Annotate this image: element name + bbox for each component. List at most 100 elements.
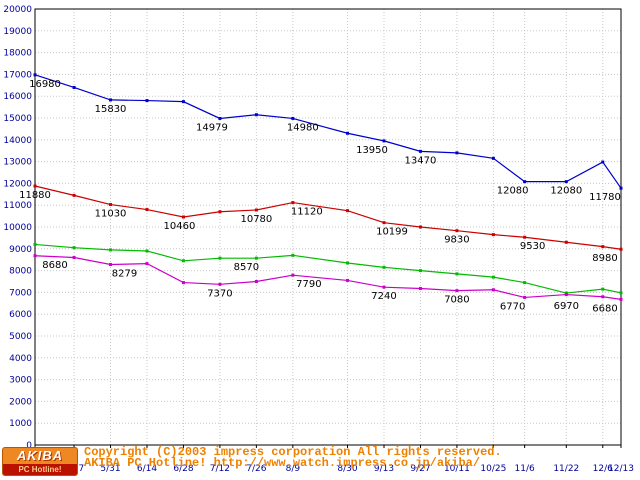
data-point-blue (291, 116, 295, 120)
x-axis-tick-label: 6/28 (173, 464, 193, 474)
data-point-blue (601, 160, 605, 164)
data-point-magenta (491, 288, 495, 292)
y-axis-tick-label: 9000 (9, 245, 32, 255)
data-point-magenta (218, 282, 222, 286)
point-value-label-red: 10460 (164, 221, 196, 232)
data-point-red (291, 201, 295, 205)
y-axis-tick-label: 20000 (3, 5, 32, 15)
data-point-green (382, 265, 386, 269)
data-point-magenta (109, 263, 113, 267)
point-value-label-red: 9830 (444, 235, 469, 246)
data-point-red (72, 193, 76, 197)
point-value-label-blue: 15830 (95, 104, 127, 115)
data-point-red (619, 247, 623, 251)
data-point-red (601, 245, 605, 249)
data-point-magenta (601, 295, 605, 299)
data-point-red (346, 209, 350, 213)
point-value-label-red: 10199 (376, 227, 408, 238)
x-axis-tick-label: 12/6 (593, 464, 613, 474)
y-axis-tick-label: 15000 (3, 114, 32, 124)
data-point-magenta (382, 285, 386, 289)
point-value-label-blue: 11780 (589, 192, 621, 203)
data-point-blue (523, 180, 527, 184)
point-value-label-blue: 12080 (550, 186, 582, 197)
x-axis-tick-label: 8/9 (286, 464, 301, 474)
data-point-magenta (418, 286, 422, 290)
data-point-blue (254, 113, 258, 117)
logo-title: AKIBA (16, 448, 64, 463)
data-point-blue (145, 99, 149, 103)
data-point-blue (455, 151, 459, 155)
data-point-red (418, 225, 422, 229)
data-point-green (181, 259, 185, 263)
data-point-magenta (181, 281, 185, 285)
y-axis-tick-label: 4000 (9, 354, 32, 364)
point-value-label-red: 11030 (95, 209, 127, 220)
series-line-blue (34, 74, 622, 189)
data-point-green (291, 253, 295, 257)
y-axis-tick-label: 16000 (3, 92, 32, 102)
data-point-green (254, 256, 258, 260)
x-axis-tick-label: 7/12 (210, 464, 230, 474)
data-point-red (109, 203, 113, 207)
data-point-blue (346, 131, 350, 135)
point-value-label-blue: 12080 (497, 186, 529, 197)
y-axis-tick-label: 7000 (9, 288, 32, 298)
point-value-label-red: 11880 (19, 190, 51, 201)
data-point-green (564, 291, 568, 295)
x-axis-tick-label: 5/31 (100, 464, 120, 474)
y-axis-tick-label: 11000 (3, 201, 32, 211)
y-axis-tick-label: 14000 (3, 136, 32, 146)
y-axis-tick-label: 19000 (3, 27, 32, 37)
data-point-magenta (72, 256, 76, 260)
data-point-red (33, 184, 37, 188)
y-axis-tick-label: 18000 (3, 49, 32, 59)
y-axis-tick-label: 13000 (3, 158, 32, 168)
point-value-label-blue: 13950 (356, 145, 388, 156)
copyright-text: Copyright (C)2003 impress corporation Al… (84, 445, 502, 459)
data-point-green (455, 272, 459, 276)
akiba-pc-hotline-logo[interactable]: AKIBA PC Hotline! (2, 447, 78, 476)
data-point-red (218, 210, 222, 214)
data-point-green (619, 291, 623, 295)
y-axis-tick-label: 3000 (9, 376, 32, 386)
x-axis-tick-label: 10/11 (444, 464, 470, 474)
data-point-red (254, 208, 258, 212)
plot-border (34, 8, 622, 446)
x-axis-tick-label: 8/30 (337, 464, 357, 474)
y-axis-tick-label: 10000 (3, 223, 32, 233)
point-value-label-red: 8980 (592, 253, 617, 264)
data-point-green (145, 249, 149, 253)
data-point-green (33, 242, 37, 246)
point-value-label-green: 8570 (234, 262, 259, 273)
point-value-label-blue: 14980 (287, 122, 319, 133)
data-point-magenta (619, 297, 623, 301)
data-point-green (523, 281, 527, 285)
data-point-blue (619, 186, 623, 190)
y-axis-tick-label: 17000 (3, 70, 32, 80)
data-point-red (455, 229, 459, 233)
x-axis-tick-label: 11/6 (515, 464, 535, 474)
data-point-magenta (346, 278, 350, 282)
data-point-blue (218, 116, 222, 120)
point-value-label-magenta: 6680 (592, 303, 617, 314)
credits: Copyright (C)2003 impress corporation Al… (84, 445, 502, 469)
data-point-green (601, 287, 605, 291)
y-axis-tick-label: 6000 (9, 310, 32, 320)
footer: AKIBA PC Hotline! Copyright (C)2003 impr… (0, 446, 640, 480)
y-axis-tick-label: 1000 (9, 419, 32, 429)
x-axis-tick-label: 9/27 (410, 464, 430, 474)
y-axis-tick-label: 2000 (9, 397, 32, 407)
point-value-label-blue: 16980 (29, 79, 61, 90)
y-axis-tick-label: 8000 (9, 267, 32, 277)
data-point-blue (564, 180, 568, 184)
point-value-label-magenta: 8279 (112, 269, 137, 280)
point-value-label-red: 9530 (520, 241, 545, 252)
data-point-magenta (33, 254, 37, 258)
data-point-red (491, 233, 495, 237)
point-value-label-blue: 14979 (196, 122, 228, 133)
data-point-green (418, 269, 422, 273)
data-point-green (109, 248, 113, 252)
